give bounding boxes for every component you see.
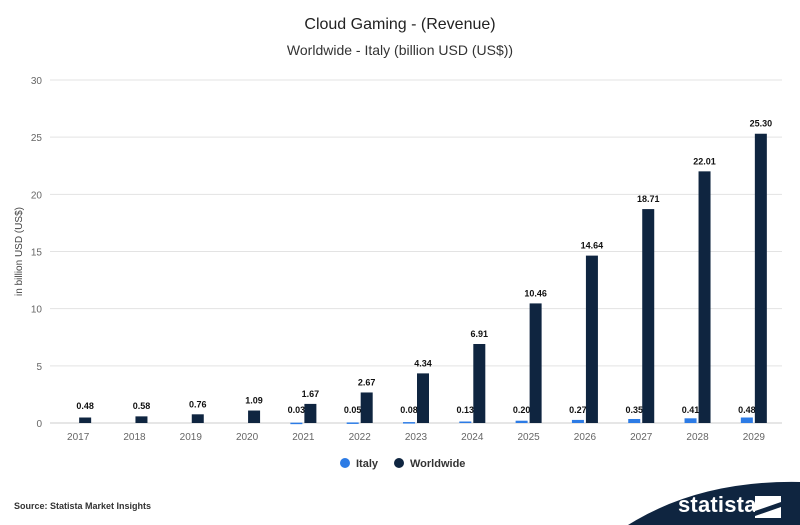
- legend-marker-worldwide: [394, 458, 404, 468]
- data-label-italy: 0.27: [569, 405, 587, 415]
- x-tick-label: 2029: [743, 432, 766, 443]
- bar-italy: [403, 422, 415, 424]
- data-label-worldwide: 14.64: [581, 241, 604, 251]
- data-label-worldwide: 1.67: [302, 389, 320, 399]
- bar-worldwide: [417, 373, 429, 423]
- y-tick-label: 10: [31, 305, 43, 316]
- y-axis-label: in billion USD (US$): [14, 207, 25, 296]
- x-tick-label: 2018: [123, 432, 146, 443]
- data-label-worldwide: 4.34: [414, 358, 432, 368]
- chart-title: Cloud Gaming - (Revenue): [304, 16, 496, 33]
- bar-italy: [515, 420, 528, 423]
- x-tick-label: 2021: [292, 432, 315, 443]
- bar-worldwide: [473, 343, 486, 423]
- data-label-worldwide: 0.58: [133, 401, 151, 411]
- data-label-worldwide: 25.30: [750, 119, 773, 129]
- x-tick-label: 2020: [236, 432, 259, 443]
- bar-worldwide: [135, 416, 148, 423]
- chart-subtitle: Worldwide - Italy (billion USD (US$)): [286, 42, 514, 58]
- bar-worldwide: [248, 410, 261, 423]
- data-label-worldwide: 0.76: [189, 399, 207, 409]
- x-tick-label: 2024: [461, 432, 484, 443]
- bar-worldwide: [304, 403, 317, 423]
- data-label-worldwide: 2.67: [358, 377, 376, 387]
- x-tick-label: 2023: [405, 432, 428, 443]
- data-label-italy: 0.48: [738, 405, 756, 415]
- bar-worldwide: [529, 303, 542, 423]
- y-tick-label: 25: [31, 133, 43, 144]
- data-label-italy: 0.41: [682, 405, 700, 415]
- x-tick-label: 2022: [349, 432, 372, 443]
- data-label-worldwide: 6.91: [471, 329, 489, 339]
- y-tick-label: 30: [31, 76, 43, 87]
- x-tick-label: 2019: [180, 432, 203, 443]
- statista-logo-icon: [755, 496, 781, 518]
- y-tick-label: 20: [31, 190, 43, 201]
- x-tick-label: 2027: [630, 432, 653, 443]
- data-label-worldwide: 1.09: [245, 396, 263, 406]
- bar-worldwide: [585, 255, 598, 423]
- bar-italy: [459, 421, 472, 424]
- source-note: Source: Statista Market Insights: [14, 501, 152, 511]
- legend-marker-italy: [340, 458, 350, 468]
- legend-label-italy: Italy: [356, 458, 379, 470]
- x-tick-label: 2025: [517, 432, 540, 443]
- data-label-italy: 0.35: [625, 405, 643, 415]
- statista-logo-text: statista: [678, 492, 757, 517]
- data-label-worldwide: 22.01: [693, 156, 716, 166]
- data-label-italy: 0.05: [344, 405, 362, 415]
- legend-label-worldwide: Worldwide: [410, 458, 465, 470]
- data-label-worldwide: 10.46: [524, 288, 547, 298]
- bar-worldwide: [642, 209, 655, 423]
- bar-worldwide: [754, 133, 767, 423]
- x-tick-label: 2017: [67, 432, 90, 443]
- bar-italy: [684, 418, 697, 423]
- y-tick-label: 15: [31, 248, 43, 259]
- data-label-italy: 0.13: [457, 405, 475, 415]
- data-label-italy: 0.03: [288, 405, 306, 415]
- bar-worldwide: [191, 414, 204, 423]
- x-tick-label: 2028: [686, 432, 709, 443]
- bar-worldwide: [79, 417, 92, 423]
- bar-italy: [740, 417, 753, 423]
- y-tick-label: 5: [36, 362, 42, 373]
- bar-worldwide: [360, 392, 373, 423]
- bar-italy: [290, 422, 303, 425]
- data-label-worldwide: 18.71: [637, 194, 660, 204]
- bar-worldwide: [698, 171, 711, 423]
- data-label-italy: 0.20: [513, 405, 531, 415]
- data-label-italy: 0.08: [400, 405, 418, 415]
- data-label-worldwide: 0.48: [76, 401, 94, 411]
- bar-italy: [571, 419, 584, 423]
- bar-italy: [346, 422, 359, 424]
- y-tick-label: 0: [36, 419, 42, 430]
- x-tick-label: 2026: [574, 432, 597, 443]
- bar-italy: [628, 418, 641, 423]
